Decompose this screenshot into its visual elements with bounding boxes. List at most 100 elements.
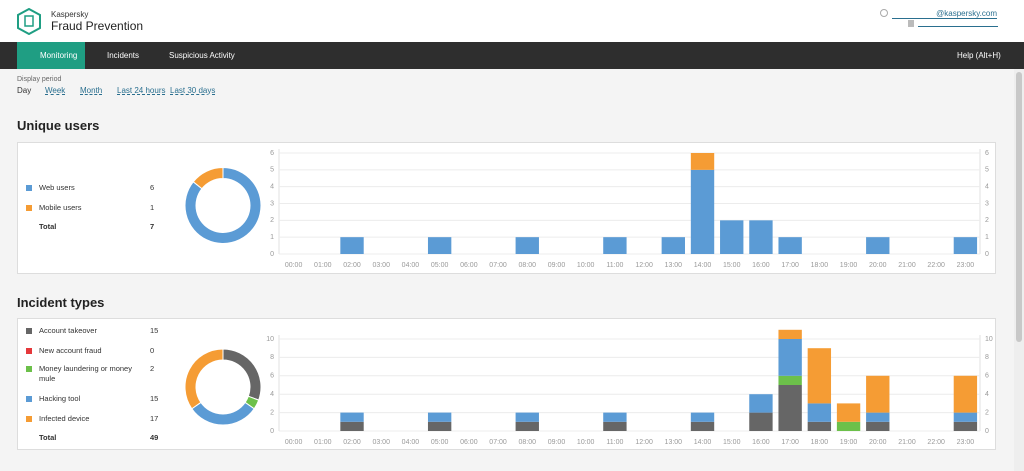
- section-title: Incident types: [17, 295, 105, 310]
- x-tick-label: 21:00: [898, 439, 916, 446]
- scroll-thumb[interactable]: [1016, 72, 1022, 342]
- legend-swatch: [26, 348, 32, 354]
- x-tick-label: 07:00: [489, 439, 507, 446]
- bar: [340, 237, 364, 254]
- nav-help[interactable]: Help (Alt+H): [957, 51, 1001, 60]
- chart: 0 0 1 1 2 2 3 3 4 4 5 5 6 6 00:00 01:00 02:00 03:00 04:00 0…: [184, 149, 989, 269]
- x-tick-label: 20:00: [869, 439, 887, 446]
- bar: [866, 421, 890, 431]
- x-tick-label: 09:00: [548, 439, 566, 446]
- bar: [836, 421, 861, 431]
- bar: [603, 412, 627, 422]
- legend-swatch: [26, 416, 32, 422]
- product: Fraud Prevention: [51, 19, 144, 33]
- brand: Kaspersky: [51, 10, 89, 19]
- legend-value: 0: [150, 346, 155, 355]
- y-tick-label: 1: [270, 234, 274, 241]
- x-tick-label: 06:00: [460, 439, 478, 446]
- bar: [603, 237, 627, 254]
- bar: [953, 375, 978, 413]
- legend-swatch: [26, 205, 32, 211]
- nav-incidents[interactable]: Incidents: [107, 51, 140, 60]
- lock-icon: [908, 20, 914, 27]
- panel: Web users 6 Mobile users 1 Total 7 0 0 1 1 2 2 3 3 4 4 5…: [17, 142, 996, 274]
- bar: [866, 237, 890, 254]
- period-month[interactable]: Month: [80, 86, 103, 95]
- y-tick-label: 4: [270, 391, 274, 398]
- y-tick-label: 2: [270, 409, 274, 416]
- x-tick-label: 16:00: [752, 262, 770, 269]
- legend-name: New account fraud: [39, 346, 102, 355]
- active-tab[interactable]: [17, 42, 85, 69]
- bar: [690, 153, 715, 170]
- user-email[interactable]: @kaspersky.com: [892, 9, 997, 19]
- bar: [807, 421, 832, 431]
- bar: [749, 394, 773, 413]
- period-24h[interactable]: Last 24 hours: [117, 86, 166, 95]
- legend-name: Web users: [39, 183, 75, 192]
- x-tick-label: 19:00: [840, 262, 858, 269]
- y2-tick-label: 2: [985, 217, 989, 224]
- x-tick-label: 04:00: [402, 262, 420, 269]
- donut-segment: [184, 166, 262, 244]
- y-tick-label: 0: [270, 428, 274, 435]
- x-tick-label: 17:00: [781, 262, 799, 269]
- x-tick-label: 14:00: [694, 262, 712, 269]
- period-week[interactable]: Week: [45, 86, 66, 95]
- donut-segment: [192, 166, 224, 190]
- x-tick-label: 11:00: [606, 439, 623, 446]
- x-tick-label: 08:00: [519, 262, 537, 269]
- bar: [340, 421, 364, 431]
- bar: [953, 421, 978, 431]
- logo: [17, 8, 41, 35]
- nav-monitoring[interactable]: Monitoring: [40, 51, 78, 60]
- x-tick-label: 10:00: [577, 439, 595, 446]
- period-30d[interactable]: Last 30 days: [170, 86, 216, 95]
- y-tick-label: 10: [266, 336, 274, 343]
- y2-tick-label: 6: [985, 150, 989, 157]
- bar: [778, 385, 802, 431]
- bar: [690, 412, 715, 422]
- x-tick-label: 00:00: [285, 262, 303, 269]
- x-tick-label: 06:00: [460, 262, 478, 269]
- legend-swatch: [26, 185, 32, 191]
- y2-tick-label: 4: [985, 184, 989, 191]
- nav-suspicious[interactable]: Suspicious Activity: [169, 51, 235, 60]
- bar: [866, 375, 890, 413]
- bar: [661, 237, 685, 254]
- period-day[interactable]: Day: [17, 86, 32, 95]
- x-tick-label: 19:00: [840, 439, 858, 446]
- y-tick-label: 6: [270, 373, 274, 380]
- x-tick-label: 02:00: [343, 262, 361, 269]
- x-tick-label: 21:00: [898, 262, 916, 269]
- x-tick-label: 08:00: [519, 439, 537, 446]
- legend-value: 1: [150, 203, 155, 212]
- x-tick-label: 12:00: [635, 439, 653, 446]
- x-tick-label: 17:00: [781, 439, 799, 446]
- x-tick-label: 23:00: [957, 262, 975, 269]
- x-tick-label: 23:00: [957, 439, 975, 446]
- x-tick-label: 18:00: [811, 262, 829, 269]
- legend-value: 15: [150, 326, 159, 335]
- bar: [807, 403, 832, 422]
- total-value: 49: [150, 433, 159, 442]
- account-link[interactable]: [918, 26, 998, 27]
- y2-tick-label: 0: [985, 428, 989, 435]
- legend-swatch: [26, 396, 32, 402]
- y2-tick-label: 5: [985, 167, 989, 174]
- bar: [340, 412, 364, 422]
- x-tick-label: 18:00: [811, 439, 829, 446]
- bar: [778, 339, 802, 376]
- y-tick-label: 6: [270, 150, 274, 157]
- bar: [427, 412, 452, 422]
- x-tick-label: 03:00: [372, 439, 390, 446]
- nav-bar: Monitoring Incidents Suspicious Activity…: [0, 42, 1024, 69]
- x-tick-label: 01:00: [314, 439, 332, 446]
- x-tick-label: 09:00: [548, 262, 566, 269]
- y2-tick-label: 8: [985, 354, 989, 361]
- y2-tick-label: 4: [985, 391, 989, 398]
- y-tick-label: 3: [270, 200, 274, 207]
- x-tick-label: 15:00: [723, 262, 741, 269]
- bar: [778, 375, 802, 385]
- bar: [953, 412, 978, 422]
